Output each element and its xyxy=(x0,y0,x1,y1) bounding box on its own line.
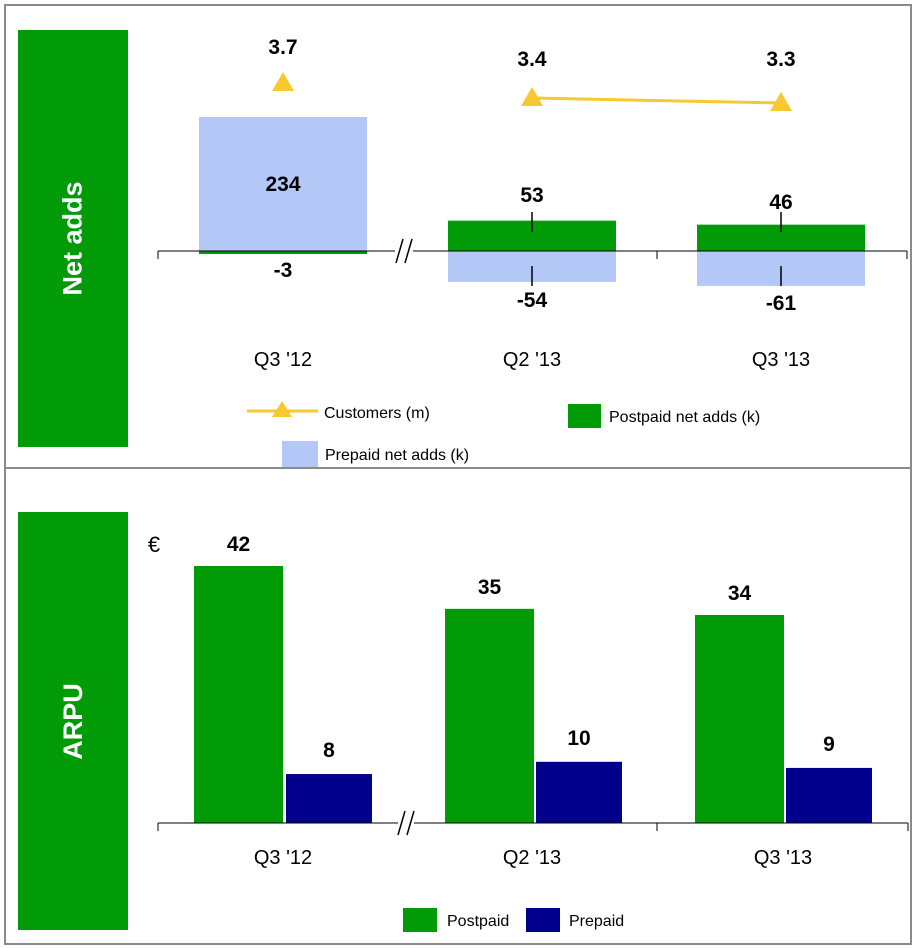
axis-break-top-b xyxy=(404,238,413,264)
postpaid-label-2: 46 xyxy=(769,191,792,214)
category-label-0: Q3 '12 xyxy=(254,349,312,371)
customers-marker-0 xyxy=(272,72,294,91)
postpaid-arpu-label-0: 42 xyxy=(227,533,250,556)
axis-break-bottom-a xyxy=(397,810,406,836)
prepaid-label-2: -61 xyxy=(766,292,797,315)
customers-marker-1 xyxy=(521,87,543,106)
unit-label: € xyxy=(148,532,160,557)
net-adds-chart: 234 -3 53 -54 46 -61 3.7 3.4 3.3 Q3 '12 Q2 '13 Q3 '… xyxy=(157,36,908,467)
legend-prepaid-text: Prepaid net adds (k) xyxy=(325,447,469,464)
postpaid-bar-0 xyxy=(199,251,367,254)
axis-break-top-a xyxy=(395,238,404,264)
prepaid-arpu-label-2: 9 xyxy=(823,733,835,756)
arpu-chart: 42 8 35 10 34 9 € Q3 '12 Q2 '13 Q3 '13 Postpaid Pre… xyxy=(148,532,909,932)
axis-break-bottom-b xyxy=(406,810,415,836)
customers-label-1: 3.4 xyxy=(517,48,547,71)
prepaid-arpu-label-0: 8 xyxy=(323,739,335,762)
category-label-2: Q3 '13 xyxy=(752,349,810,371)
prepaid-label-0: 234 xyxy=(265,173,300,196)
legend-postpaid-swatch xyxy=(568,404,601,428)
postpaid-arpu-label-1: 35 xyxy=(478,576,502,599)
prepaid-arpu-bar-1 xyxy=(536,761,622,823)
legend-prepaid-swatch xyxy=(282,441,318,467)
prepaid-label-1: -54 xyxy=(517,289,548,312)
category-label-1: Q2 '13 xyxy=(503,847,561,869)
legend-postpaid-text: Postpaid net adds (k) xyxy=(609,409,760,426)
legend-prepaid-swatch xyxy=(526,908,560,932)
legend-prepaid-text: Prepaid xyxy=(569,913,624,930)
customers-label-2: 3.3 xyxy=(766,48,795,71)
customers-label-0: 3.7 xyxy=(268,36,297,59)
arpu-side-label: ARPU xyxy=(18,512,128,930)
legend-customers-marker xyxy=(272,401,292,417)
legend-postpaid-text: Postpaid xyxy=(447,913,509,930)
legend-customers-text: Customers (m) xyxy=(324,405,430,422)
prepaid-arpu-label-1: 10 xyxy=(567,727,590,750)
legend-postpaid-swatch xyxy=(403,908,437,932)
prepaid-arpu-bar-2 xyxy=(786,767,872,823)
prepaid-arpu-bar-0 xyxy=(286,774,372,823)
customers-line xyxy=(531,96,782,105)
postpaid-arpu-bar-1 xyxy=(445,608,534,823)
postpaid-label-0: -3 xyxy=(274,259,293,282)
postpaid-label-1: 53 xyxy=(520,184,543,207)
net-adds-side-label: Net adds xyxy=(18,30,128,447)
prepaid-bar-0 xyxy=(199,117,367,251)
category-label-2: Q3 '13 xyxy=(754,847,812,869)
category-label-1: Q2 '13 xyxy=(503,349,561,371)
postpaid-arpu-bar-2 xyxy=(695,614,784,823)
postpaid-arpu-bar-0 xyxy=(194,566,283,823)
customers-marker-2 xyxy=(770,92,792,111)
postpaid-arpu-label-2: 34 xyxy=(728,582,752,605)
category-label-0: Q3 '12 xyxy=(254,847,312,869)
